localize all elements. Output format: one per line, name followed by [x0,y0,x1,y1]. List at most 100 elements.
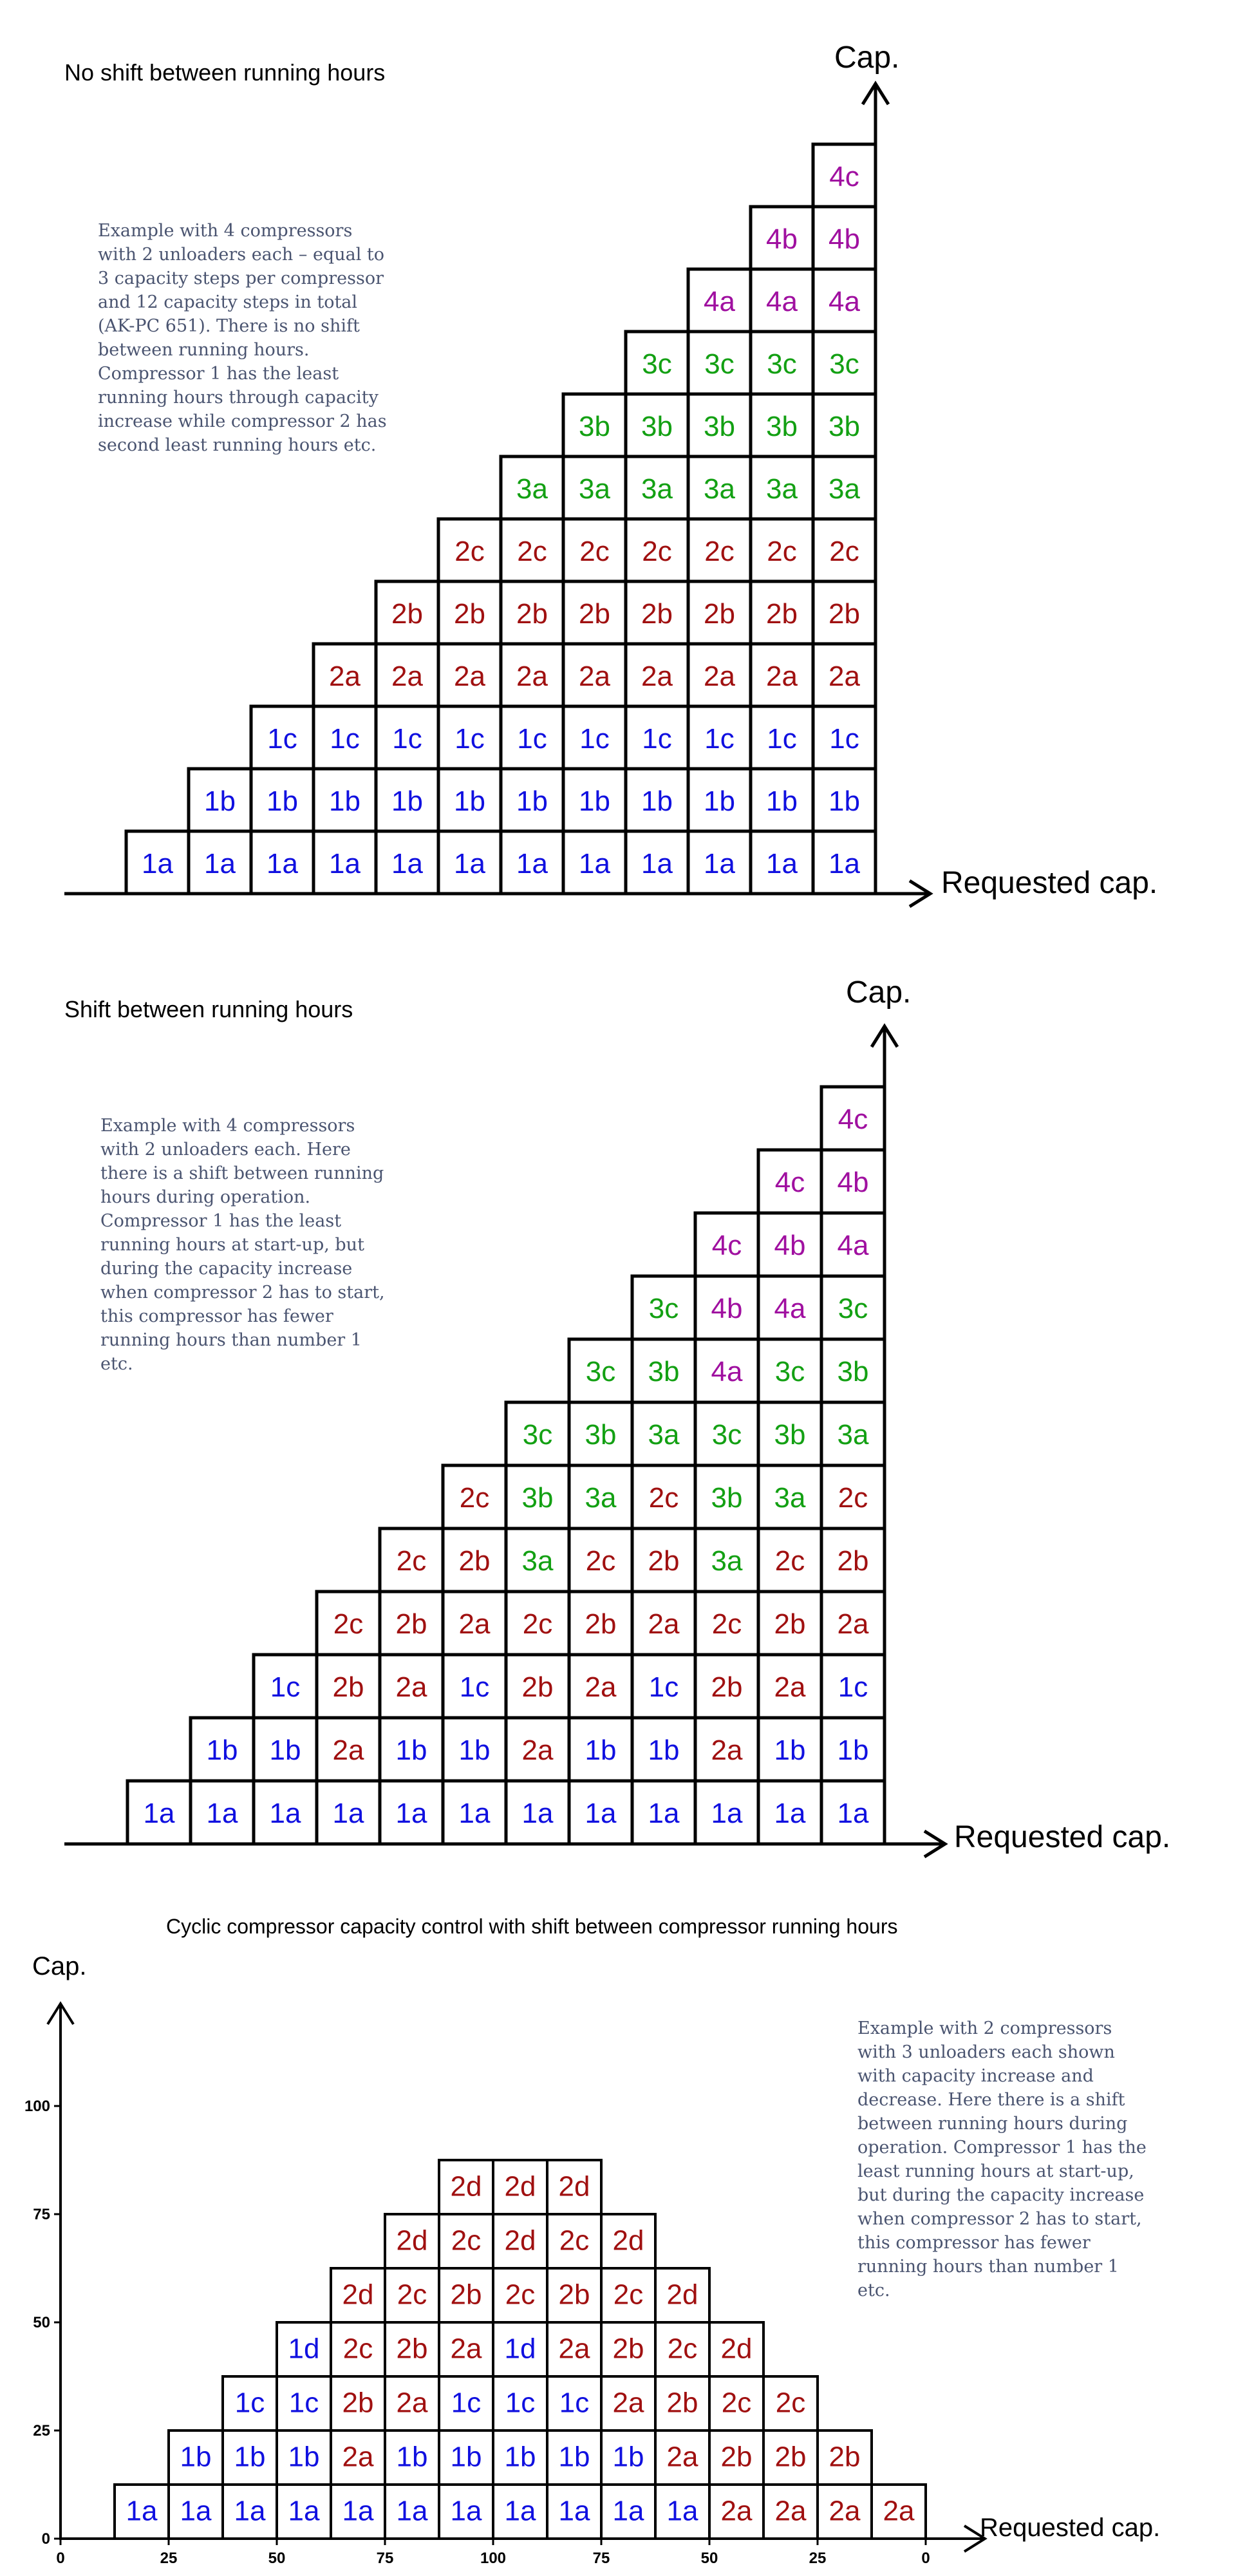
panel2-cell-label: 2a [333,1735,364,1766]
panel1-cell-label: 3a [641,473,673,505]
panel1-cell-label: 1c [579,723,609,755]
panel1-cell-label: 3b [829,411,860,442]
panel2-cell-label: 4c [712,1230,742,1261]
panel2-cell-label: 1a [522,1798,554,1829]
panel3-cell-label: 2a [883,2496,915,2527]
panel3-x-tick-label: 50 [268,2550,286,2567]
panel3-y-tick-label: 75 [33,2206,50,2223]
panel2-cell-label: 1a [333,1798,364,1829]
panel1-cell-label: 2a [329,661,360,692]
panel1-cell-label: 1a [641,848,673,879]
panel3-cell-label: 2a [397,2387,428,2419]
panel1-cell-label: 2b [641,598,673,630]
panel1-cell-label: 1b [454,785,485,817]
panel2-cell-label: 3a [522,1545,554,1577]
panel3-cell-label: 1b [288,2441,320,2473]
panel3-cell-label: 1a [667,2496,698,2527]
panel3-cell-box [546,2159,603,2215]
panel2-cell-label: 4c [775,1167,805,1198]
panel2-cell-label: 1b [207,1735,238,1766]
panel2-cell-label: 3a [838,1419,869,1451]
panel3-cell-label: 2d [667,2279,698,2311]
panel1-cell-label: 2c [579,536,609,567]
panel1-cell-label: 1b [579,785,610,817]
panel1-cell-label: 2a [391,661,423,692]
panel3-cell-label: 2d [721,2333,753,2365]
panel2-cell-label: 4c [838,1104,868,1135]
panel3-cell-label: 1c [289,2387,319,2419]
panel2-cell-label: 1b [396,1735,427,1766]
panel3-cell-label: 1b [397,2441,428,2473]
panel3-cell-label: 2d [505,2225,536,2257]
panel3-cell-label: 1d [288,2333,320,2365]
panel2-cell-label: 2b [648,1545,680,1577]
panel3-cell-label: 2c [343,2333,373,2365]
panel3-cell-label: 1b [180,2441,212,2473]
panel2-cell-label: 2a [774,1671,806,1703]
panel2-cell-label: 2c [333,1608,363,1640]
panel1-cell-label: 1a [704,848,735,879]
panel3-cell-label: 1c [235,2387,265,2419]
panel3-cell-box [762,2375,819,2432]
panel1-cell-label: 1b [829,785,860,817]
panel1-x-axis-arrow [908,879,933,908]
panel3-cell-label: 2a [667,2441,698,2473]
panel1-cell-label: 1b [516,785,548,817]
panel2-step-diagram: 1a 1a 1b 1a 1b 1c 1a 2a 2b 2c 1a 1b 2a 2b 2c 1a 1b 1c 2a 2b… [64,1023,948,1859]
panel3-cell-label: 2a [451,2333,482,2365]
panel2-cell-label: 3b [838,1356,869,1387]
panel2-cell-label: 2c [712,1608,742,1640]
panel2-cell-label: 1a [711,1798,743,1829]
panel3-cell-label: 2d [451,2171,482,2203]
panel1-cell-label: 2a [766,661,798,692]
panel1-cell-label: 2b [579,598,610,630]
panel3-cell-label: 2d [559,2171,590,2203]
panel1-cell-label: 4b [766,223,798,255]
panel1-cell-label: 3b [704,411,735,442]
panel1-cell-label: 2a [454,661,485,692]
panel2-cell-label: 2b [333,1671,364,1703]
panel3-cell-label: 1c [559,2387,589,2419]
panel3-cell-label: 1b [559,2441,590,2473]
panel3-cell-label: 2c [505,2279,535,2311]
panel1-cell-label: 2c [642,536,671,567]
panel3-x-tick-label: 50 [701,2550,718,2567]
panel3-x-tick-label: 25 [160,2550,178,2567]
panel3-cell-box [654,2267,711,2324]
panel1-cell-label: 3c [642,348,671,380]
panel2-cell-label: 2b [585,1608,617,1640]
panel3-cell-label: 2d [342,2279,374,2311]
panel2-cell-label: 2c [838,1482,868,1514]
panel2-cell-label: 3b [648,1356,680,1387]
panel2-cell-label: 2b [459,1545,491,1577]
panel1-cell-label: 3c [767,348,796,380]
panel2-cell-label: 3a [648,1419,680,1451]
panel1-cell-label: 1c [267,723,297,755]
panel3-cell-label: 1b [234,2441,266,2473]
panel1-cell-label: 3b [579,411,610,442]
panel1-cell-label: 1b [766,785,798,817]
panel2-x-axis-arrow [923,1829,948,1859]
panel1-cell-label: 1b [704,785,735,817]
panel3-y-tick-label: 25 [33,2422,50,2440]
panel1-cell-label: 3c [704,348,734,380]
panel2-cell-label: 3c [586,1356,615,1387]
panel2-cell-label: 2a [585,1671,617,1703]
panel3-cell-label: 2b [775,2441,807,2473]
panel1-cell-label: 1a [142,848,173,879]
panel2-cell-label: 1c [838,1671,868,1703]
panel3-x-tick-label: 75 [593,2550,610,2567]
panel2-cell-label: 4b [711,1293,743,1324]
panel3-cell-label: 2a [559,2333,590,2365]
panel2-cell-label: 2a [711,1735,743,1766]
panel3-x-tick-label: 100 [480,2550,506,2567]
panel1-cell-label: 2c [454,536,484,567]
panel1-cell-label: 2b [391,598,423,630]
panel1-cell-label: 3a [829,473,860,505]
panel1-cell-label: 1a [516,848,548,879]
panel1-cell-label: 1b [329,785,360,817]
panel2-cell-label: 1b [459,1735,491,1766]
panel3-y-tick-label: 100 [24,2098,50,2115]
panel1-cell-label: 1c [517,723,547,755]
panel1-cell-label: 4a [766,286,798,317]
